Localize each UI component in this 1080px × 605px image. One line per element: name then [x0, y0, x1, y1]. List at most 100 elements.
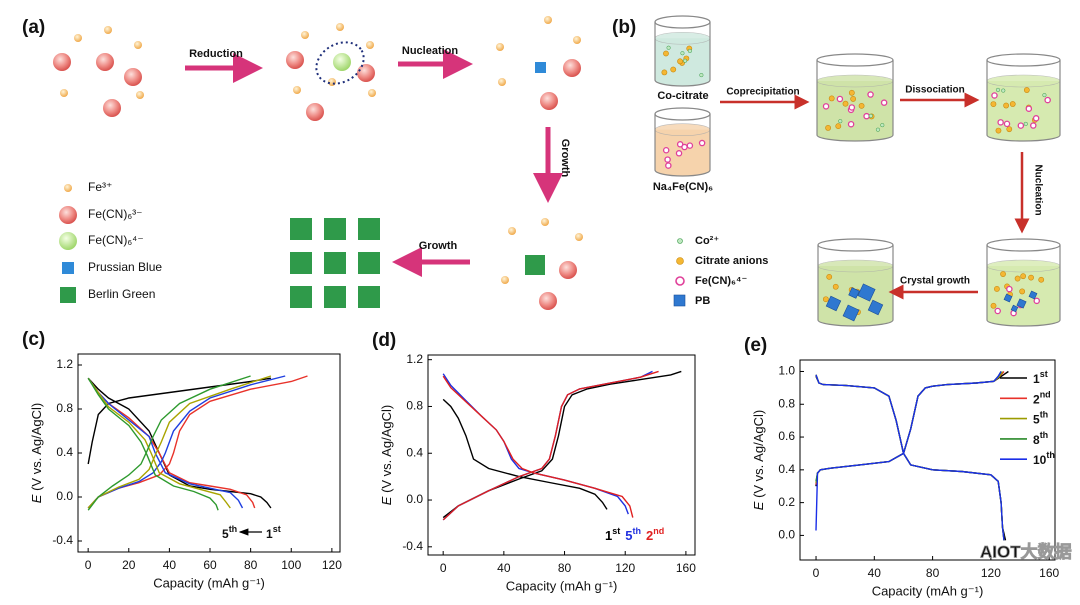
citrate-anion: [1009, 101, 1016, 107]
berlin-green: [358, 286, 380, 308]
x-tick-label: 80: [926, 566, 940, 580]
fe3-particle: [501, 276, 509, 284]
fe-cn6-3-particle: [539, 292, 557, 310]
fe3-particle: [498, 78, 506, 86]
y-tick-label: 1.2: [406, 352, 423, 366]
beaker-rim: [654, 107, 711, 121]
legend-label: 5th: [1033, 410, 1048, 427]
liquid-surface: [817, 259, 894, 273]
annotation: 5th: [222, 524, 237, 541]
x-tick-label: 20: [122, 558, 136, 572]
y-tick-label: 0.6: [778, 429, 795, 443]
berlin-green: [358, 218, 380, 240]
x-tick-label: 60: [203, 558, 217, 572]
step-label: Nucleation: [402, 45, 459, 57]
legend-label: Fe(CN)₆³⁻: [88, 207, 143, 221]
fe-cn6-4-ion: [662, 147, 670, 154]
citrate-anion: [848, 89, 855, 96]
fe-cn6-3-particle: [559, 261, 577, 279]
x-tick-label: 0: [85, 558, 92, 572]
fe3-particle: [136, 91, 144, 99]
y-tick-label: 0.4: [56, 445, 73, 459]
fe-cn6-4-ion: [698, 139, 706, 147]
citrate-anion: [1028, 274, 1034, 281]
legend-label: Fe(CN)₆⁴⁻: [88, 233, 144, 247]
fe-cn6-4-ion: [997, 119, 1004, 126]
citrate-anion: [822, 296, 829, 303]
co2-ion: [880, 123, 885, 128]
fe3-particle: [544, 16, 552, 24]
y-tick-label: -0.4: [52, 533, 73, 547]
legend-swatch: [62, 262, 74, 274]
citrate-anion: [994, 286, 1000, 292]
fe-cn6-4-particle: [333, 53, 351, 71]
fe3-particle: [104, 26, 112, 34]
citrate-anion: [670, 66, 677, 73]
berlin-green: [290, 252, 312, 274]
berlin-green: [358, 252, 380, 274]
legend-swatch: [59, 232, 77, 250]
panel-label: (d): [372, 330, 396, 351]
x-tick-label: 40: [868, 566, 882, 580]
panel-label: (e): [744, 335, 767, 356]
y-tick-label: 0.2: [778, 495, 795, 509]
beaker-wall: [816, 60, 894, 142]
x-tick-label: 40: [163, 558, 177, 572]
step-label: Reduction: [189, 48, 243, 60]
co2-ion: [875, 127, 880, 132]
co2-ion: [687, 48, 692, 53]
fe-cn6-3-particle: [124, 68, 142, 86]
liquid-surface: [654, 31, 711, 45]
legend-label: PB: [695, 295, 710, 307]
co2-ion: [666, 45, 671, 50]
fe3-particle: [60, 89, 68, 97]
pb-cube: [867, 299, 884, 316]
fe-cn6-4-ion: [867, 91, 874, 98]
y-tick-label: 0.4: [778, 462, 795, 476]
fe-cn6-4-ion: [1032, 115, 1040, 122]
x-tick-label: 100: [281, 558, 301, 572]
legend-label: 1st: [605, 526, 620, 543]
fe3-particle: [496, 43, 504, 51]
step-label: Coprecipitation: [726, 87, 799, 98]
x-tick-label: 80: [244, 558, 258, 572]
fe-cn6-4-ion: [1003, 120, 1011, 128]
citrate-anion: [842, 100, 849, 107]
legend-swatch: [676, 257, 684, 265]
step-label: Dissociation: [905, 85, 964, 96]
fe3-particle: [336, 23, 344, 31]
legend-label: Fe³⁺: [88, 180, 112, 194]
fe-cn6-3-particle: [103, 99, 121, 117]
legend-swatch: [675, 276, 685, 286]
plot-frame: [799, 359, 1056, 561]
curve: [815, 371, 1005, 541]
beaker-rim: [654, 15, 711, 29]
curve: [815, 371, 1005, 541]
fe3-particle: [573, 36, 581, 44]
y-tick-label: 1.0: [778, 364, 795, 378]
curve: [87, 377, 272, 509]
co2-ion: [1001, 88, 1006, 93]
fe-cn6-4-ion: [681, 143, 688, 151]
co2-ion: [1042, 93, 1047, 98]
highlight-ring: [315, 41, 365, 85]
citrate-anion: [835, 123, 842, 130]
x-tick-label: 80: [558, 561, 572, 575]
beaker-rim: [986, 53, 1061, 67]
legend-label: 2nd: [646, 526, 664, 543]
x-axis-label: Capacity (mAh g⁻¹): [153, 575, 265, 590]
fe-cn6-4-ion: [686, 142, 694, 149]
liquid-surface: [986, 259, 1061, 273]
y-axis-label: E (V vs. Ag/AgCl): [29, 403, 44, 503]
co2-ion: [699, 73, 704, 78]
watermark: AIOT大数据: [980, 541, 1072, 561]
fe3-particle: [541, 218, 549, 226]
x-axis-label: Capacity (mAh g⁻¹): [506, 578, 618, 593]
legend-label: Co²⁺: [695, 235, 719, 247]
berlin-green: [525, 255, 545, 275]
curve: [87, 375, 251, 511]
fe-cn6-4-ion: [822, 103, 830, 110]
citrate-anion: [858, 102, 865, 109]
